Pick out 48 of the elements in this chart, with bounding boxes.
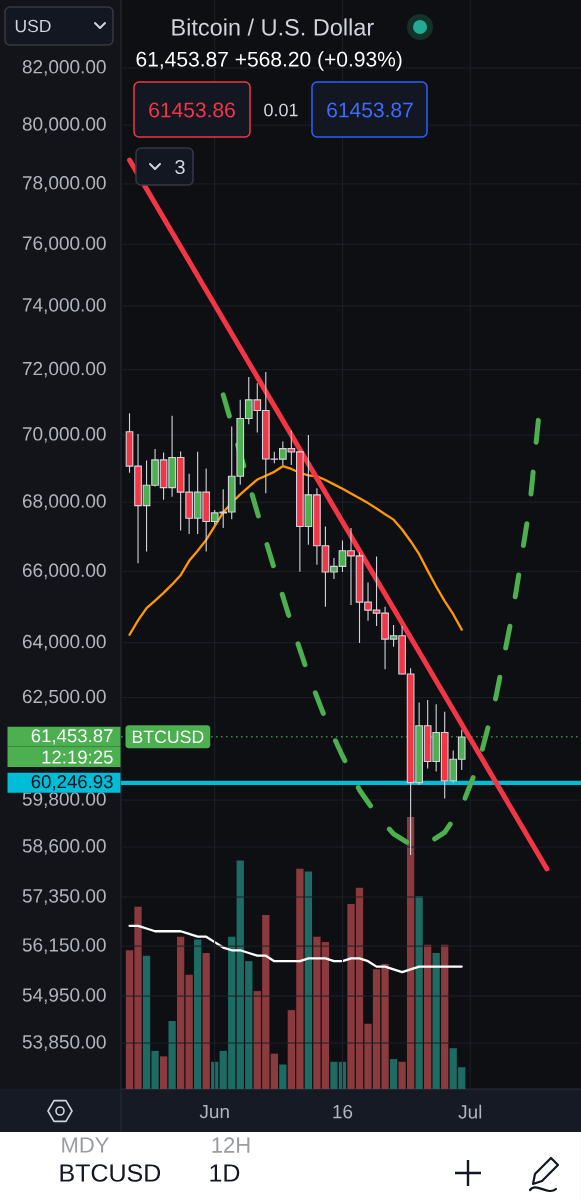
bar xyxy=(270,1053,278,1089)
y-tick-label: 54,950.00 xyxy=(22,988,106,1004)
text: BTCUSD xyxy=(60,1164,161,1182)
annotation: 0.01 xyxy=(264,103,298,117)
bar xyxy=(389,1059,398,1089)
bar xyxy=(168,1020,176,1089)
y-tick-label: 58,600.00 xyxy=(22,839,106,855)
bar xyxy=(432,952,440,1089)
annotation: BTCUSD xyxy=(132,730,204,744)
text: MDY xyxy=(62,1137,109,1153)
annotation: 3 xyxy=(175,159,185,175)
bar xyxy=(202,952,210,1089)
annotation: 61453.87 xyxy=(327,102,413,118)
y-tick-label: 53,850.00 xyxy=(22,1035,106,1051)
y-tick-label: 68,000.00 xyxy=(22,494,106,511)
ref-line-label: 60,246.93 xyxy=(31,775,113,791)
y-tick-label: 59,800.00 xyxy=(22,792,106,808)
y-tick-label: 57,350.00 xyxy=(22,889,106,905)
text: 12H xyxy=(212,1137,250,1153)
annotation: 61453.86 xyxy=(149,102,235,118)
y-tick-label: 78,000.00 xyxy=(22,176,106,192)
y-tick-label: 64,000.00 xyxy=(22,634,106,651)
y-tick-label: 72,000.00 xyxy=(22,361,106,378)
x-tick-label: Jul xyxy=(458,1104,482,1119)
y-tick-label: 56,150.00 xyxy=(22,938,106,954)
bar xyxy=(279,1064,287,1089)
text: USD xyxy=(15,19,51,33)
text: 61,453.87 +568.20 (+0.93%) xyxy=(136,51,402,71)
y-tick-label: 62,500.00 xyxy=(22,689,106,706)
bar xyxy=(304,871,313,1089)
ref-line-label: 61,453.87 xyxy=(31,729,113,745)
y-tick-label: 70,000.00 xyxy=(22,427,106,443)
x-tick-label: 16 xyxy=(333,1104,353,1119)
line-series xyxy=(128,465,463,636)
bar xyxy=(194,939,202,1089)
y-tick-label: 76,000.00 xyxy=(22,236,106,253)
bar xyxy=(159,1056,168,1089)
text: Bitcoin / U.S. Dollar xyxy=(172,18,374,36)
y-tick-label: 80,000.00 xyxy=(22,117,106,133)
bar xyxy=(415,895,423,1089)
y-tick-label: 74,000.00 xyxy=(22,298,106,314)
x-tick-label: Jun xyxy=(199,1105,229,1119)
y-tick-label: 66,000.00 xyxy=(22,563,106,580)
text: 1D xyxy=(210,1164,240,1182)
bar xyxy=(441,944,449,1089)
y-tick-label: 82,000.00 xyxy=(22,60,106,76)
bar xyxy=(424,944,432,1089)
text: 12:19:25 xyxy=(42,750,113,764)
